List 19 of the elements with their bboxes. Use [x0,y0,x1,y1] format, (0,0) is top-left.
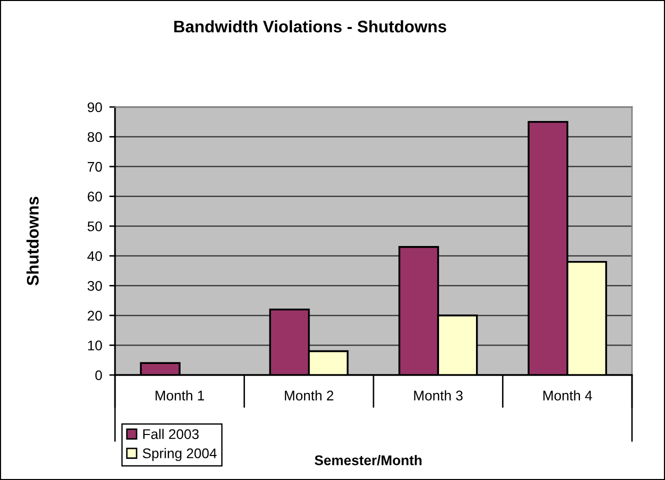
x-axis-title: Semester/Month [314,455,422,466]
y-tick-label: 10 [88,340,102,350]
y-tick-label: 50 [88,221,102,232]
y-tick-label: 20 [88,310,102,321]
y-tick-label: 60 [88,192,102,202]
legend-label: Fall 2003 [143,428,199,440]
y-tick-label: 80 [88,132,102,142]
y-tick-label: 90 [88,102,102,112]
x-tick-label: Month 1 [156,390,204,400]
x-tick-label: Month 3 [414,390,463,400]
legend-label: Spring 2004 [142,448,217,462]
y-tick-label: 40 [87,251,102,262]
x-tick-label: Month 2 [284,390,334,400]
y-tick-label: 30 [88,281,102,291]
y-tick-label: 70 [88,162,102,172]
chart-title: Bandwidth Violations - Shutdowns [174,20,446,32]
y-tick-label: 0 [95,370,102,380]
x-tick-label: Month 4 [543,390,592,400]
y-axis-title: Shutdowns [26,196,39,286]
